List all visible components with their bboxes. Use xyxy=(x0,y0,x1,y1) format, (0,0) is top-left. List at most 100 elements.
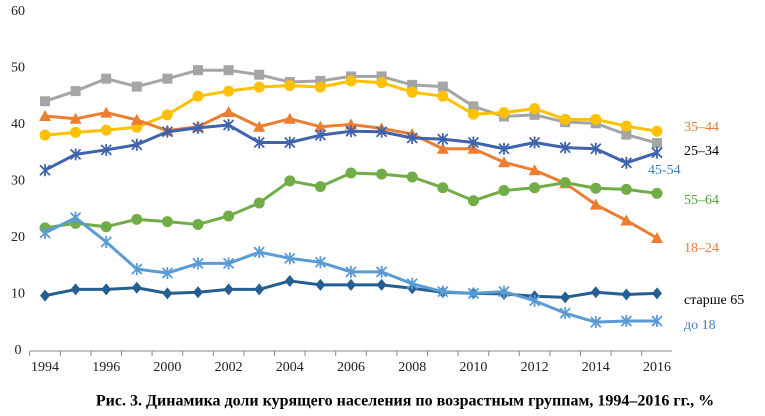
marker xyxy=(253,246,265,259)
caption: Рис. 3. Динамика доли курящего населения… xyxy=(96,393,714,410)
marker xyxy=(621,129,632,140)
marker xyxy=(101,73,112,84)
marker xyxy=(529,103,541,115)
marker xyxy=(284,136,296,149)
marker xyxy=(193,286,203,299)
marker xyxy=(284,252,296,265)
marker xyxy=(315,75,326,86)
y-tick-label: 60 xyxy=(11,4,25,19)
marker xyxy=(559,113,571,125)
marker xyxy=(40,289,50,302)
marker xyxy=(192,257,204,270)
marker xyxy=(406,171,418,183)
y-tick-label: 20 xyxy=(11,230,25,245)
marker xyxy=(560,291,571,304)
marker xyxy=(223,210,235,222)
marker xyxy=(652,138,662,149)
series-label: 25–34 xyxy=(684,144,719,159)
marker xyxy=(345,125,357,138)
marker xyxy=(559,177,571,189)
marker xyxy=(70,126,82,138)
marker xyxy=(498,156,510,168)
series xyxy=(39,211,663,329)
marker xyxy=(284,175,296,187)
y-tick-label: 0 xyxy=(15,343,22,358)
x-tick-label: 2004 xyxy=(276,360,304,375)
marker xyxy=(589,198,602,210)
marker xyxy=(468,101,479,112)
marker xyxy=(253,136,265,149)
marker xyxy=(437,81,448,92)
x-tick-label: 2000 xyxy=(153,360,181,375)
marker xyxy=(253,120,266,132)
marker xyxy=(346,278,356,291)
marker xyxy=(192,218,204,230)
marker xyxy=(254,283,265,296)
marker xyxy=(70,86,81,97)
marker xyxy=(375,125,388,138)
y-tick-label: 10 xyxy=(11,287,25,302)
marker xyxy=(161,216,173,228)
marker xyxy=(467,136,480,149)
marker xyxy=(162,73,173,84)
marker xyxy=(376,77,388,89)
marker xyxy=(498,185,510,197)
marker xyxy=(40,96,50,107)
marker xyxy=(559,307,571,320)
marker xyxy=(131,213,143,225)
series xyxy=(39,167,663,234)
marker xyxy=(559,141,571,154)
marker xyxy=(345,265,357,278)
x-tick-label: 1996 xyxy=(92,360,120,375)
marker xyxy=(254,69,265,80)
marker xyxy=(590,316,602,329)
marker xyxy=(345,167,357,179)
marker xyxy=(284,274,295,287)
series-label: 35–44 xyxy=(684,120,719,135)
marker xyxy=(223,85,235,97)
marker xyxy=(100,221,112,233)
marker xyxy=(528,294,541,307)
marker xyxy=(101,283,112,296)
marker xyxy=(651,125,663,137)
marker xyxy=(652,287,662,300)
marker xyxy=(253,81,265,93)
marker xyxy=(528,136,541,149)
marker xyxy=(100,143,112,156)
marker xyxy=(437,90,449,102)
marker xyxy=(375,265,388,278)
marker xyxy=(620,315,633,328)
marker xyxy=(651,315,663,328)
marker xyxy=(315,278,326,291)
marker xyxy=(651,187,663,199)
marker xyxy=(406,86,418,98)
series-label: 45-54 xyxy=(648,163,681,178)
series-label: до 18 xyxy=(684,318,716,333)
marker xyxy=(161,125,174,138)
marker xyxy=(590,142,602,155)
marker xyxy=(376,278,387,291)
marker xyxy=(100,235,112,248)
marker xyxy=(100,106,113,118)
marker xyxy=(651,232,663,243)
x-tick-label: 2002 xyxy=(215,360,243,375)
marker xyxy=(314,181,326,193)
marker xyxy=(620,120,632,132)
marker xyxy=(39,109,51,121)
marker xyxy=(529,109,540,120)
marker xyxy=(437,133,449,146)
marker xyxy=(590,113,602,125)
marker xyxy=(223,65,234,76)
marker xyxy=(651,146,663,159)
marker xyxy=(100,124,112,136)
marker xyxy=(590,182,602,194)
marker xyxy=(131,263,143,276)
marker xyxy=(528,164,541,176)
y-tick-label: 50 xyxy=(11,61,25,76)
marker xyxy=(376,168,388,180)
marker xyxy=(223,283,234,296)
x-tick-label: 1994 xyxy=(31,360,59,375)
marker xyxy=(193,65,203,76)
marker xyxy=(436,142,449,154)
